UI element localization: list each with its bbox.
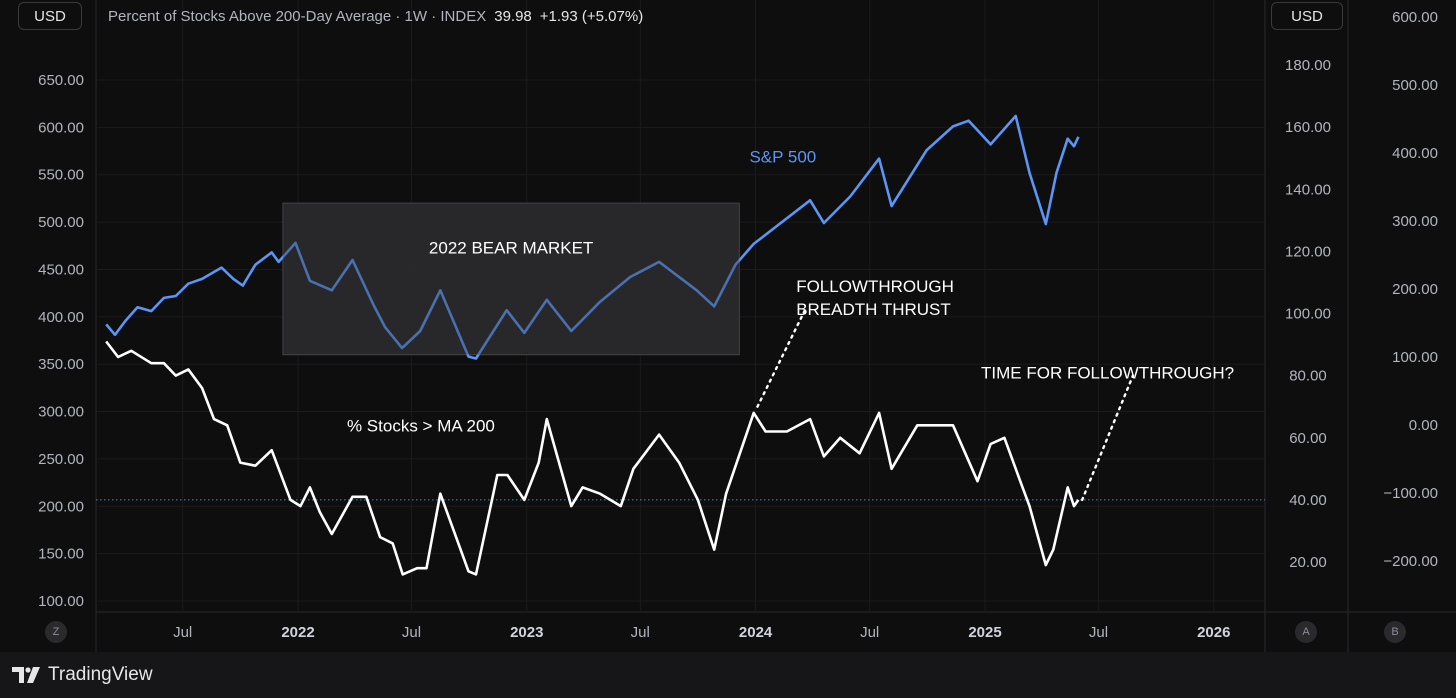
sp500-line [105, 114, 1080, 360]
right-axis-a-tick: 60.00 [1289, 430, 1327, 447]
time-axis-tick: 2022 [281, 624, 314, 641]
legend-change-pct: (+5.07%) [581, 8, 644, 25]
bear-market-label: 2022 BEAR MARKET [429, 238, 593, 257]
axis-ticks: 650.00 600.00 550.00 500.00 450.00 400.00 350.… [38, 9, 1438, 641]
left-axis-tick: 500.00 [38, 214, 84, 231]
right-axis-b-tick: 600.00 [1392, 9, 1438, 26]
right-axis-b-tick: 0.00 [1409, 417, 1438, 434]
left-axis-tick: 300.00 [38, 404, 84, 421]
footer-bar: TradingView [0, 652, 1456, 698]
left-axis-tick: 250.00 [38, 451, 84, 468]
bear-market-rect [282, 202, 740, 356]
currency-button-right[interactable]: USD [1271, 2, 1343, 30]
right-axis-a-tick: 120.00 [1285, 243, 1331, 260]
tradingview-logo[interactable]: TradingView [12, 664, 153, 686]
time-axis-tick: 2023 [510, 624, 543, 641]
bear-market-overlay [282, 203, 740, 355]
tradingview-brand: TradingView [48, 664, 153, 685]
axis-b-button[interactable]: B [1384, 621, 1406, 643]
breadth-line [105, 340, 1080, 576]
legend-last-value: 39.98 [494, 8, 532, 25]
time-for-followthrough-label: TIME FOR FOLLOWTHROUGH? [981, 364, 1234, 383]
left-axis-tick: 200.00 [38, 498, 84, 515]
time-axis-tick: Jul [1089, 624, 1108, 641]
time-axis-tick: 2026 [1197, 624, 1230, 641]
legend-title: Percent of Stocks Above 200-Day Average … [108, 8, 487, 25]
time-axis-tick: Jul [173, 624, 192, 641]
time-axis-tick: Jul [402, 624, 421, 641]
legend-change: +1.93 [539, 8, 578, 25]
left-axis-tick: 650.00 [38, 72, 84, 89]
right-axis-b-tick: −100.00 [1383, 485, 1438, 502]
left-axis-tick: 450.00 [38, 261, 84, 278]
right-axis-b-tick: 300.00 [1392, 213, 1438, 230]
right-axis-b-tick: 100.00 [1392, 349, 1438, 366]
time-axis-tick: Jul [631, 624, 650, 641]
projection-line [1080, 374, 1135, 502]
right-axis-a-tick: 140.00 [1285, 181, 1331, 198]
sp500-label: S&P 500 [749, 147, 816, 166]
breadth-label: % Stocks > MA 200 [347, 417, 495, 436]
time-axis-tick: 2025 [968, 624, 1001, 641]
right-axis-a-tick: 180.00 [1285, 57, 1331, 74]
left-axis-tick: 400.00 [38, 309, 84, 326]
zoom-button[interactable]: Z [45, 621, 67, 643]
followthrough-label: FOLLOWTHROUGH [796, 277, 954, 296]
axis-a-button[interactable]: A [1295, 621, 1317, 643]
left-axis-tick: 150.00 [38, 546, 84, 563]
legend: Percent of Stocks Above 200-Day Average … [108, 8, 643, 25]
chart-canvas[interactable]: S&P 500 % Stocks > MA 200 2022 BEAR MARKET… [0, 0, 1456, 652]
left-axis-tick: 600.00 [38, 119, 84, 136]
right-axis-a-tick: 80.00 [1289, 368, 1327, 385]
series-layer [96, 114, 1265, 576]
annotation-layer: S&P 500 % Stocks > MA 200 2022 BEAR MARKET… [347, 147, 1234, 435]
right-axis-a-tick: 20.00 [1289, 554, 1327, 571]
right-axis-a-tick: 40.00 [1289, 492, 1327, 509]
time-axis-tick: 2024 [739, 624, 773, 641]
right-axis-a-tick: 100.00 [1285, 306, 1331, 323]
left-axis-tick: 550.00 [38, 167, 84, 184]
currency-button-left[interactable]: USD [18, 2, 82, 30]
bear-market-zone [282, 202, 740, 356]
projection-line [756, 306, 808, 408]
right-axis-b-tick: 500.00 [1392, 77, 1438, 94]
right-axis-b-tick: −200.00 [1383, 553, 1438, 570]
tradingview-logo-icon [12, 667, 40, 683]
right-axis-b-tick: 400.00 [1392, 145, 1438, 162]
breadth-thrust-label: BREADTH THRUST [796, 300, 951, 319]
right-axis-a-tick: 160.00 [1285, 119, 1331, 136]
left-axis-tick: 350.00 [38, 356, 84, 373]
time-axis-tick: Jul [860, 624, 879, 641]
left-axis-tick: 100.00 [38, 593, 84, 610]
right-axis-b-tick: 200.00 [1392, 281, 1438, 298]
